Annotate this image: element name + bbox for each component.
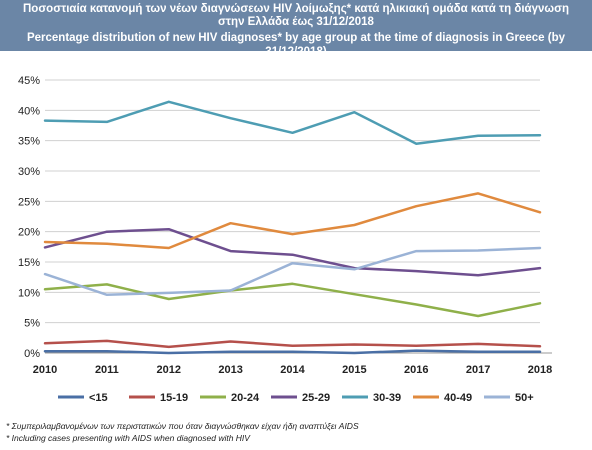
y-tick-label: 35% (18, 136, 40, 148)
y-tick-label: 5% (24, 318, 40, 330)
x-tick-label: 2017 (466, 364, 490, 376)
legend-label: 50+ (515, 392, 534, 404)
line-chart: 0% 5% 10% 15% 20% 25% 30% 35% 40% 45% 2010 2011 2012… (18, 75, 552, 404)
y-tick-label: 40% (18, 105, 40, 117)
x-tick-label: 2012 (157, 364, 181, 376)
series-line-<15 (43, 349, 542, 355)
footnote-greek: * Συμπεριλαμβανομένων των περιστατικών π… (6, 421, 359, 431)
x-tick-label: 2018 (528, 364, 552, 376)
legend-label: 15-19 (160, 392, 188, 404)
y-tick-label: 45% (18, 75, 40, 87)
y-tick-label: 25% (18, 196, 40, 208)
y-tick-label: 30% (18, 166, 40, 178)
series-line-50+ (43, 246, 542, 297)
legend-label: 40-49 (444, 392, 472, 404)
legend-label: <15 (89, 392, 108, 404)
x-tick-label: 2015 (342, 364, 366, 376)
legend-label: 20-24 (231, 392, 260, 404)
chart-title-greek: Ποσοστιαία κατανομή των νέων διαγνώσεων … (22, 3, 569, 15)
chart-title-english: Percentage distribution of new HIV diagn… (26, 32, 566, 58)
y-tick-label: 20% (18, 227, 40, 239)
x-tick-label: 2011 (95, 364, 119, 376)
x-tick-label: 2010 (33, 364, 57, 376)
series-line-30-39 (43, 100, 542, 145)
y-tick-label: 10% (18, 287, 40, 299)
title-banner: Ποσοστιαία κατανομή των νέων διαγνώσεων … (0, 0, 592, 58)
series-line-25-29 (43, 227, 542, 277)
x-tick-label: 2014 (280, 364, 305, 376)
x-tick-label: 2016 (404, 364, 428, 376)
y-tick-label: 15% (18, 257, 40, 269)
chart-title-greek-date: στην Ελλάδα έως 31/12/2018 (218, 16, 374, 28)
x-tick-label: 2013 (218, 364, 242, 376)
series-line-15-19 (43, 339, 542, 349)
series-line-20-24 (43, 282, 542, 318)
legend-label: 30-39 (373, 392, 401, 404)
y-tick-label: 0% (24, 348, 40, 360)
legend-label: 25-29 (302, 392, 330, 404)
footnote-english: * Including cases presenting with AIDS w… (6, 433, 250, 443)
series-line-40-49 (43, 192, 542, 250)
footnotes: * Συμπεριλαμβανομένων των περιστατικών π… (6, 420, 359, 444)
